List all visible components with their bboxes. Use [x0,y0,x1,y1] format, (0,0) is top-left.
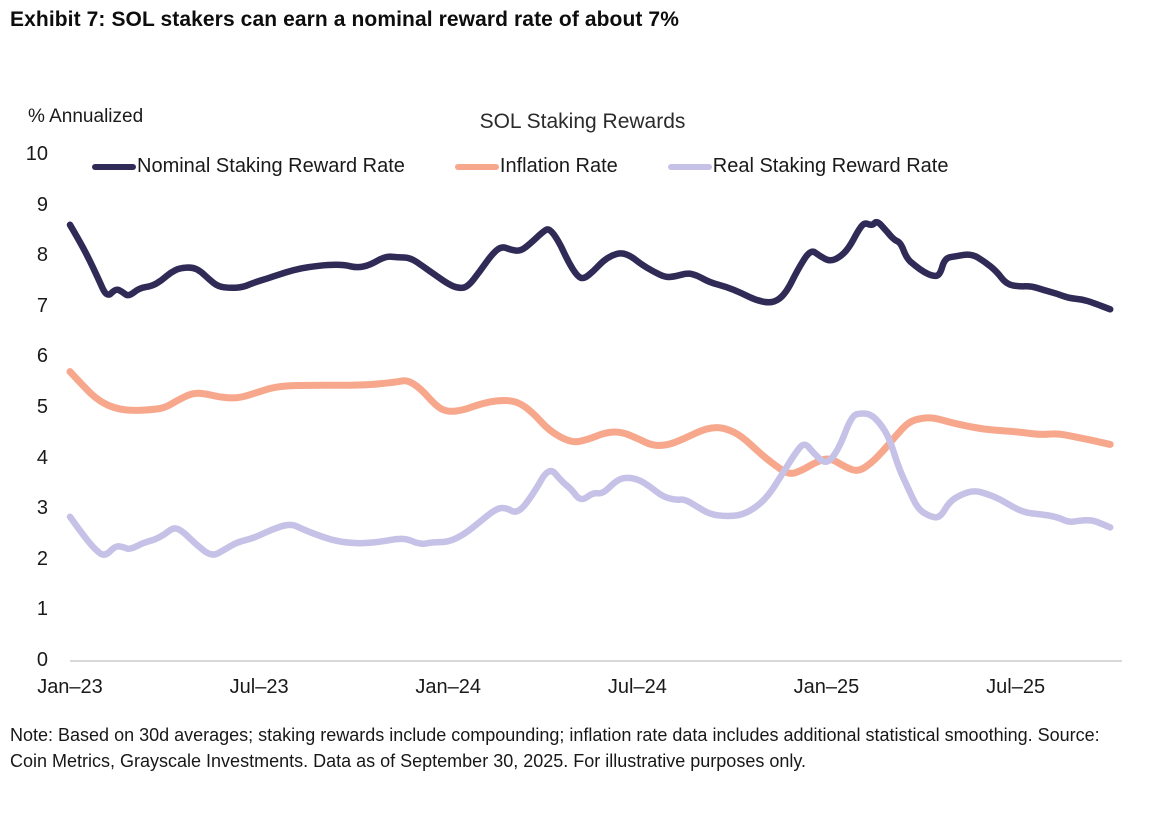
y-tick-label: 5 [36,396,48,418]
y-tick-label: 4 [36,446,48,469]
series-nominal-staking-reward-rate-line [66,218,1114,313]
x-tick-label: Jan–23 [37,676,103,698]
x-tick-label: Jul–23 [229,676,289,698]
legend-item-inflation: Inflation Rate [454,155,618,178]
legend-label-real: Real Staking Reward Rate [712,155,949,177]
y-tick-label: 1 [36,598,48,621]
chart-footnote: Note: Based on 30d averages; staking rew… [10,725,1100,771]
legend-swatch-real [667,163,712,170]
legend-label-inflation: Inflation Rate [499,155,618,177]
legend-swatch-inflation [454,163,499,170]
legend-swatch-nominal [92,163,136,170]
y-tick-label: 8 [36,244,48,267]
chart-legend: Nominal Staking Reward Rate Inflation Ra… [92,155,948,178]
y-tick-label: 9 [36,193,48,216]
x-tick-label: Jul–24 [607,676,667,698]
y-tick-label: 6 [36,345,48,368]
x-tick-label: Jan–24 [415,676,482,698]
legend-item-real: Real Staking Reward Rate [667,155,949,178]
exhibit-title: Exhibit 7: SOL stakers can earn a nomina… [10,8,679,31]
legend-label-nominal: Nominal Staking Reward Rate [137,155,405,177]
y-tick-label: 10 [25,143,48,165]
series-real-staking-reward-rate-line [66,410,1114,558]
series-inflation-rate-line [66,368,1114,477]
x-tick-label: Jan–25 [793,676,860,698]
legend-item-nominal: Nominal Staking Reward Rate [92,155,405,178]
chart-title: SOL Staking Rewards [479,110,686,133]
y-tick-label: 2 [36,547,48,570]
x-tick-label: Jul–25 [986,676,1046,698]
y-axis-unit-label: % Annualized [28,106,144,127]
y-tick-label: 3 [36,497,48,520]
y-tick-label: 0 [36,649,48,671]
y-tick-label: 7 [36,294,48,317]
